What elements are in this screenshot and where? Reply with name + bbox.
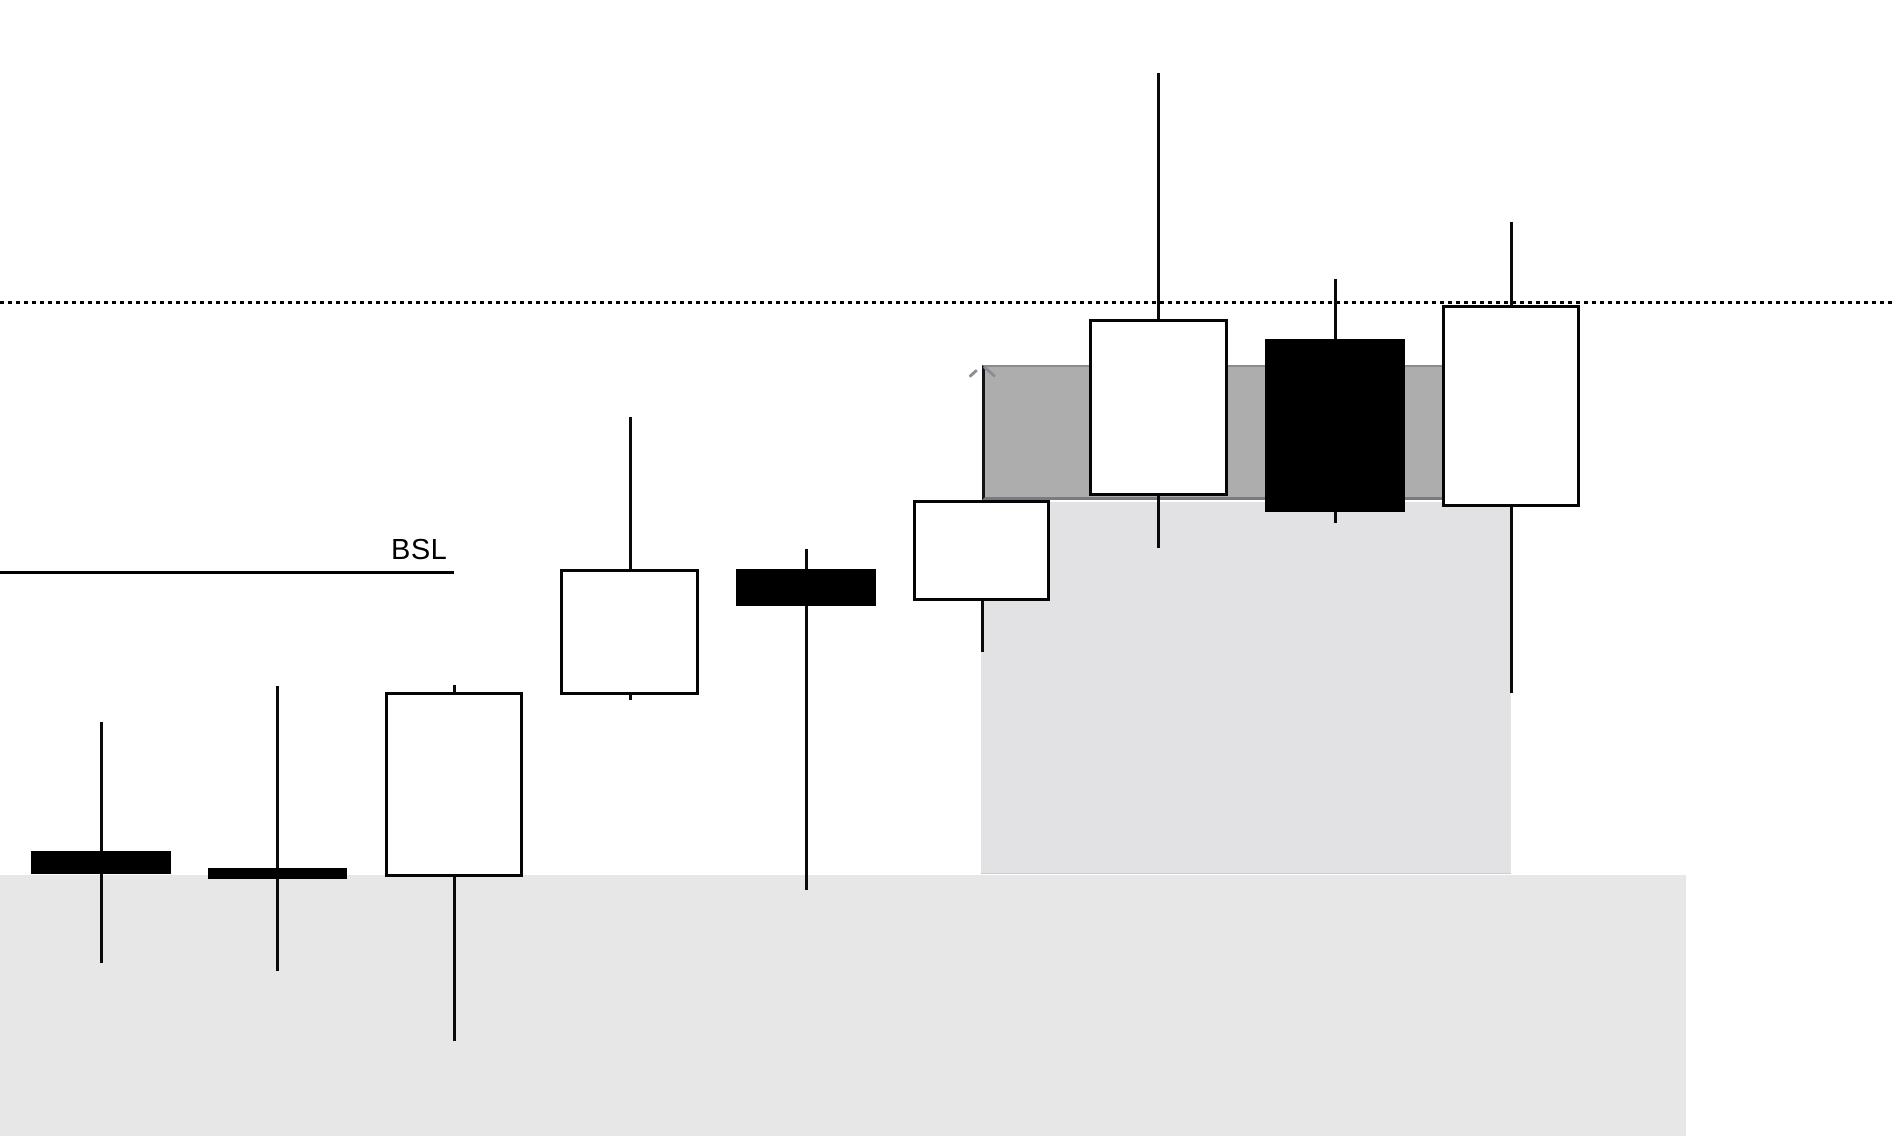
candle-5-wick xyxy=(804,549,808,890)
bsl-label: BSL xyxy=(391,534,448,566)
bsl-line xyxy=(0,571,454,574)
candle-4-body-bullish xyxy=(560,569,699,695)
candle-8-body-bearish xyxy=(1265,339,1405,512)
candle-2-wick xyxy=(275,686,279,971)
candle-1-body-bearish xyxy=(31,851,171,874)
bottom-consolidation-area xyxy=(0,875,1686,1136)
candle-4-wick xyxy=(628,417,632,700)
candle-7-wick xyxy=(1156,73,1160,548)
candle-7-body-bullish xyxy=(1089,319,1228,496)
liquidity-dotted-line xyxy=(0,301,1896,304)
candle-3-body-bullish xyxy=(385,692,523,877)
pen-tick-left xyxy=(968,368,978,378)
candle-2-body-bearish xyxy=(208,868,347,879)
candle-1-wick xyxy=(99,722,103,963)
candle-9-body-bullish xyxy=(1442,305,1580,507)
candle-5-body-bearish xyxy=(736,569,876,606)
mid-retrace-area xyxy=(981,502,1511,874)
candle-6-body-bullish xyxy=(913,500,1050,601)
